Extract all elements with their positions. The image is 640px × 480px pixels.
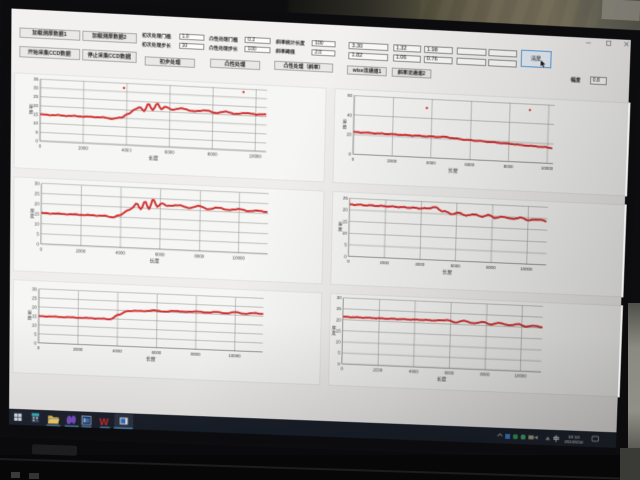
svg-text:15: 15 bbox=[336, 328, 341, 333]
svg-text:30: 30 bbox=[32, 286, 37, 291]
svg-text:8000: 8000 bbox=[207, 151, 217, 156]
svg-text:0: 0 bbox=[352, 157, 355, 162]
svg-text:35: 35 bbox=[33, 76, 38, 81]
svg-text:2000: 2000 bbox=[379, 260, 389, 265]
svg-text:长度: 长度 bbox=[146, 356, 156, 363]
svg-text:度: 度 bbox=[342, 123, 347, 130]
svg-text:长度: 长度 bbox=[448, 167, 458, 174]
svg-text:10000: 10000 bbox=[229, 353, 242, 358]
svg-text:25: 25 bbox=[34, 191, 39, 196]
svg-text:6000: 6000 bbox=[465, 162, 475, 167]
svg-text:长度: 长度 bbox=[436, 376, 446, 383]
svg-text:10000: 10000 bbox=[541, 165, 554, 170]
svg-text:长度: 长度 bbox=[442, 269, 452, 276]
svg-text:10:10: 10:10 bbox=[568, 435, 580, 441]
svg-text:0: 0 bbox=[34, 341, 37, 346]
svg-text:度: 度 bbox=[29, 109, 34, 116]
svg-text:厚: 厚 bbox=[29, 104, 34, 110]
svg-text:10000: 10000 bbox=[514, 373, 526, 378]
svg-text:0: 0 bbox=[40, 247, 43, 252]
svg-text:15: 15 bbox=[34, 211, 39, 216]
svg-text:30: 30 bbox=[35, 181, 40, 186]
svg-text:2000: 2000 bbox=[73, 347, 83, 352]
svg-text:25: 25 bbox=[32, 295, 37, 300]
svg-text:8000: 8000 bbox=[480, 372, 490, 377]
svg-text:5: 5 bbox=[344, 242, 347, 247]
svg-text:8000: 8000 bbox=[486, 265, 496, 270]
svg-text:6000: 6000 bbox=[152, 350, 162, 355]
svg-text:厚: 厚 bbox=[332, 326, 337, 332]
svg-text:6000: 6000 bbox=[155, 252, 165, 257]
svg-text:20: 20 bbox=[336, 317, 341, 322]
svg-text:15: 15 bbox=[342, 219, 347, 224]
svg-text:25: 25 bbox=[33, 94, 38, 99]
svg-text:60: 60 bbox=[347, 93, 352, 98]
svg-text:10: 10 bbox=[33, 121, 38, 126]
svg-text:4000: 4000 bbox=[115, 250, 125, 255]
svg-text:8000: 8000 bbox=[503, 164, 513, 169]
svg-text:6000: 6000 bbox=[451, 264, 461, 269]
svg-text:0: 0 bbox=[347, 259, 350, 264]
svg-text:2024/6/18: 2024/6/18 bbox=[564, 440, 583, 445]
svg-text:度: 度 bbox=[332, 330, 337, 337]
svg-text:厚: 厚 bbox=[338, 222, 343, 228]
svg-text:40: 40 bbox=[347, 112, 352, 117]
svg-text:5: 5 bbox=[338, 350, 341, 355]
svg-text:8000: 8000 bbox=[194, 253, 204, 258]
svg-text:0: 0 bbox=[341, 366, 344, 371]
svg-text:20: 20 bbox=[347, 132, 352, 137]
svg-text:2000: 2000 bbox=[373, 368, 383, 373]
svg-text:20: 20 bbox=[34, 201, 39, 206]
svg-text:10: 10 bbox=[32, 322, 37, 327]
svg-text:度: 度 bbox=[27, 315, 32, 322]
svg-text:长度: 长度 bbox=[148, 155, 158, 162]
svg-text:4000: 4000 bbox=[409, 369, 419, 374]
svg-text:25: 25 bbox=[336, 306, 341, 311]
svg-text:W: W bbox=[99, 418, 109, 429]
svg-text:0: 0 bbox=[39, 144, 42, 149]
svg-text:长度: 长度 bbox=[149, 257, 159, 264]
svg-text:4000: 4000 bbox=[415, 262, 425, 267]
svg-text:15: 15 bbox=[33, 112, 38, 117]
svg-text:0: 0 bbox=[37, 242, 40, 247]
svg-text:4000: 4000 bbox=[112, 349, 122, 354]
svg-text:度: 度 bbox=[30, 212, 35, 219]
svg-text:15: 15 bbox=[32, 313, 37, 318]
svg-text:20: 20 bbox=[32, 304, 37, 309]
svg-text:10000: 10000 bbox=[520, 267, 533, 272]
svg-text:厚: 厚 bbox=[343, 119, 348, 125]
svg-text:10: 10 bbox=[342, 230, 347, 235]
svg-text:中: 中 bbox=[553, 434, 560, 443]
svg-text:厚: 厚 bbox=[30, 208, 35, 214]
svg-text:0: 0 bbox=[35, 138, 38, 143]
svg-text:6000: 6000 bbox=[444, 371, 454, 376]
svg-text:10000: 10000 bbox=[249, 153, 262, 159]
svg-text:30: 30 bbox=[33, 85, 38, 90]
svg-text:厚: 厚 bbox=[27, 311, 32, 317]
svg-text:20: 20 bbox=[343, 207, 348, 212]
svg-text:度: 度 bbox=[338, 226, 343, 233]
svg-text:20: 20 bbox=[33, 103, 38, 108]
svg-text:5: 5 bbox=[37, 231, 40, 236]
svg-text:5: 5 bbox=[36, 130, 39, 135]
svg-text:25: 25 bbox=[343, 195, 348, 200]
svg-text:8000: 8000 bbox=[191, 352, 201, 357]
svg-text:30: 30 bbox=[337, 295, 342, 300]
svg-text:0: 0 bbox=[349, 151, 352, 156]
svg-text:0: 0 bbox=[37, 346, 40, 351]
svg-text:2000: 2000 bbox=[76, 248, 86, 253]
svg-text:2000: 2000 bbox=[387, 158, 397, 163]
svg-text:2000: 2000 bbox=[78, 145, 88, 150]
svg-text:0: 0 bbox=[344, 254, 347, 259]
svg-text:4000: 4000 bbox=[426, 160, 436, 165]
svg-text:10: 10 bbox=[34, 221, 39, 226]
svg-text:10: 10 bbox=[336, 339, 341, 344]
svg-text:4000: 4000 bbox=[121, 147, 131, 152]
svg-text:10000: 10000 bbox=[232, 255, 245, 260]
svg-text:6000: 6000 bbox=[165, 149, 175, 154]
svg-text:0: 0 bbox=[338, 361, 341, 366]
svg-text:5: 5 bbox=[34, 332, 37, 337]
